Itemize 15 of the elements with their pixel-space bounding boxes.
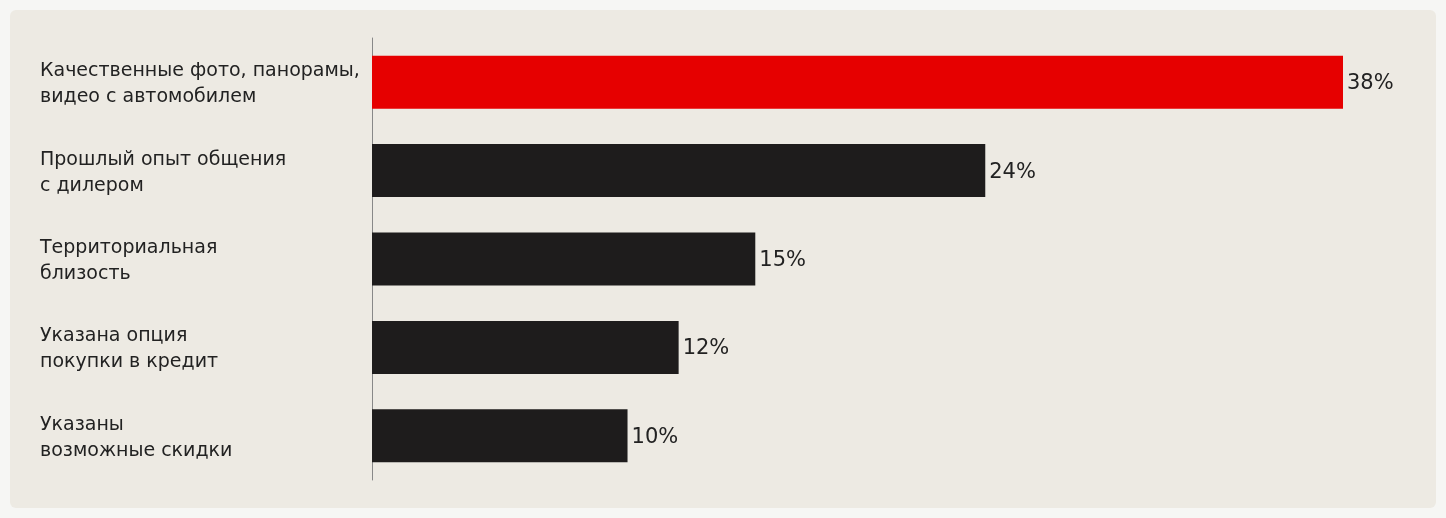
data-label: 24% [989, 158, 1036, 183]
y-tick-label: Указана опция покупки в кредит [40, 323, 219, 372]
bar [372, 144, 986, 198]
data-label: 10% [631, 423, 679, 448]
data-label: 15% [759, 247, 806, 271]
data-label: 12% [682, 335, 730, 360]
bar [372, 232, 756, 286]
data-label: 38% [1347, 70, 1394, 95]
y-tick-label: Указаны возможные скидки [40, 411, 233, 460]
y-tick-label: Прошлый опыт общения с дилером [40, 146, 287, 195]
y-tick-label: Качественные фото, панорамы, видео с автомобилем [40, 58, 360, 107]
bar [372, 409, 628, 463]
y-tick-label: Территориальная близость [39, 235, 218, 283]
bar [372, 55, 1343, 109]
bar [372, 320, 679, 374]
